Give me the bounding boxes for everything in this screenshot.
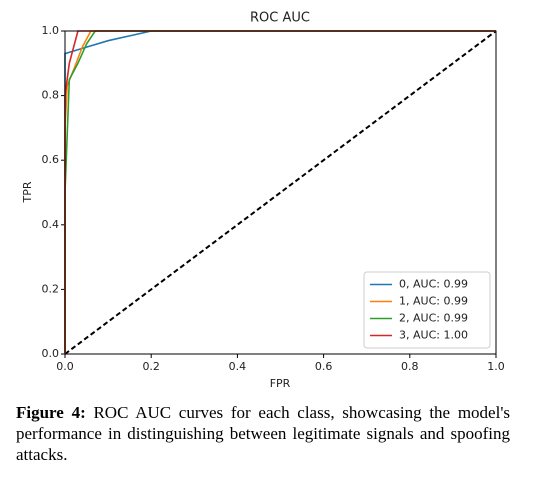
y-tick-label: 0.2 [42,282,60,295]
caption-text: ROC AUC curves for each class, showcasin… [16,403,510,464]
diagonal-line [64,30,497,355]
legend-box [363,271,491,349]
x-tick-label: 0.6 [315,360,333,373]
x-tick-label: 1.0 [487,360,505,373]
x-axis-label: FPR [270,377,291,390]
x-tick-label: 0.0 [56,360,74,373]
legend-label: 2, AUC: 0.99 [399,312,468,325]
y-tick-label: 0.0 [42,347,60,360]
y-axis-label: TPR [21,181,34,203]
legend-label: 0, AUC: 0.99 [399,278,468,291]
chart: ROC AUC FPR TPR 0.0 0.2 0.4 0.6 0.8 1.0 0.0 0.2… [21,11,505,391]
x-tick-label: 0.8 [401,360,419,373]
x-tick-label: 0.2 [142,360,160,373]
y-tick-label: 0.4 [42,218,60,231]
x-tick-label: 0.4 [229,360,247,373]
plot-frame [64,30,497,355]
y-tick-label: 1.0 [42,24,60,37]
caption-label: Figure 4: [16,403,86,422]
caption: Figure 4: ROC AUC curves for each class,… [16,402,510,465]
legend-label: 3, AUC: 1.00 [399,329,468,342]
y-tick-label: 0.6 [42,153,60,166]
y-tick-label: 0.8 [42,89,60,102]
legend-label: 1, AUC: 0.99 [399,295,468,308]
chart-title: ROC AUC [250,11,310,26]
